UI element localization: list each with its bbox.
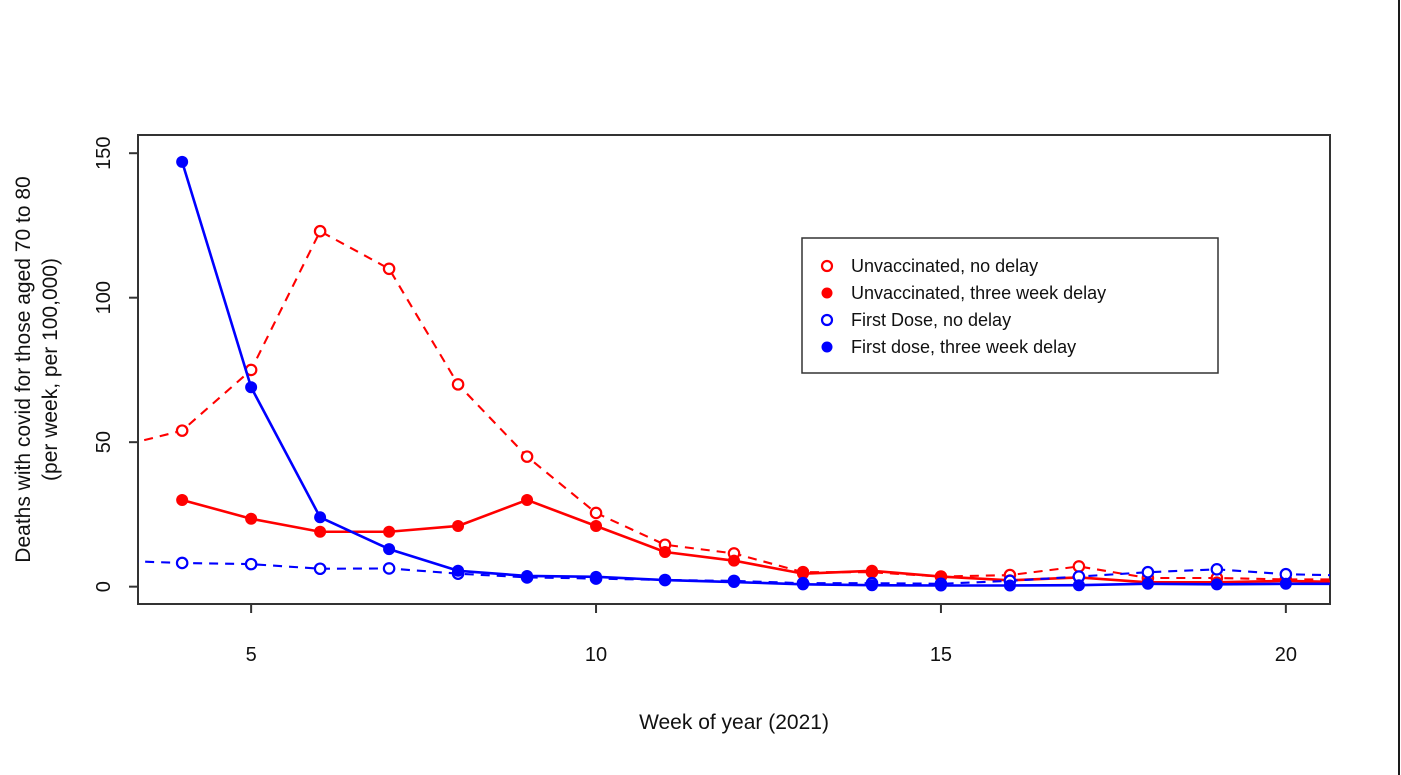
unvaccinated-no-delay-marker-icon — [820, 259, 834, 273]
data-point — [313, 224, 327, 238]
legend-label: Unvaccinated, three week delay — [851, 283, 1106, 303]
data-point — [451, 378, 465, 391]
data-point — [245, 512, 258, 525]
plot-box — [137, 134, 1331, 605]
series-line — [180, 161, 1330, 587]
legend-entry: Unvaccinated, no delay — [820, 256, 1038, 276]
data-point — [1279, 577, 1292, 590]
data-point — [1210, 578, 1223, 591]
data-point — [590, 570, 603, 583]
data-point — [796, 567, 809, 580]
data-point — [383, 543, 396, 556]
series-line — [181, 498, 1330, 584]
data-point — [175, 556, 189, 570]
first-dose-no-delay-marker-icon — [820, 313, 834, 327]
data-point — [934, 579, 947, 592]
data-point — [865, 579, 878, 592]
data-point — [244, 557, 258, 571]
data-point — [728, 554, 740, 567]
data-point — [314, 511, 327, 524]
data-point — [452, 564, 465, 577]
data-point — [796, 578, 809, 591]
y-tick-label: 150 — [93, 137, 115, 170]
series-unvaccinated-three-week-delay — [176, 493, 1361, 589]
data-point — [1349, 578, 1361, 590]
data-point — [314, 525, 327, 538]
data-point — [589, 506, 603, 520]
y-tick-label: 0 — [93, 581, 115, 592]
data-point — [452, 519, 465, 532]
data-point — [659, 574, 672, 587]
data-point — [865, 564, 878, 577]
plot-area — [108, 155, 1361, 592]
data-point — [1350, 574, 1360, 584]
data-point — [313, 562, 327, 576]
data-point — [1072, 560, 1086, 573]
window-right-border — [1398, 0, 1400, 775]
legend: Unvaccinated, no delay Unvaccinated, thre… — [801, 237, 1219, 374]
data-point — [1349, 576, 1361, 588]
data-point — [590, 519, 603, 532]
axes: 5 10 15 20 0 50 100 150 — [93, 137, 1297, 666]
data-point — [1350, 570, 1360, 580]
series-first-dose-three-week-delay — [176, 155, 1361, 592]
unvaccinated-three-week-delay-marker-icon — [821, 287, 833, 299]
data-point — [1141, 565, 1155, 579]
data-point — [176, 155, 189, 168]
legend-label: First Dose, no delay — [851, 310, 1011, 330]
data-point — [1210, 563, 1224, 576]
data-point — [521, 493, 534, 506]
data-point — [382, 562, 396, 575]
x-tick-label: 5 — [246, 644, 257, 666]
x-tick-label: 20 — [1275, 644, 1297, 666]
data-point — [108, 555, 118, 565]
y-axis-label-line2: (per week, per 100,000) — [39, 258, 62, 481]
y-axis-label-line1: Deaths with covid for those aged 70 to 8… — [12, 176, 35, 562]
legend-entry: Unvaccinated, three week delay — [821, 283, 1106, 303]
data-point — [382, 262, 396, 276]
legend-box — [801, 237, 1219, 374]
data-point — [176, 493, 189, 506]
legend-entry: First Dose, no delay — [820, 310, 1011, 330]
legend-entry: First dose, three week delay — [821, 337, 1076, 357]
data-point — [175, 424, 189, 437]
data-point — [521, 569, 534, 582]
data-point — [728, 576, 740, 589]
first-dose-three-week-delay-marker-icon — [821, 341, 833, 353]
data-point — [1141, 577, 1154, 590]
data-point — [383, 525, 396, 538]
data-point — [520, 450, 534, 463]
data-point — [1072, 579, 1085, 592]
x-tick-label: 10 — [585, 644, 607, 666]
data-point — [245, 381, 258, 394]
x-axis-label: Week of year (2021) — [639, 711, 829, 734]
y-tick-label: 50 — [93, 431, 115, 453]
y-tick-label: 100 — [93, 281, 115, 314]
legend-label: First dose, three week delay — [851, 337, 1076, 357]
legend-label: Unvaccinated, no delay — [851, 256, 1038, 276]
data-point — [1003, 579, 1016, 592]
x-tick-label: 15 — [930, 644, 952, 666]
data-point — [659, 545, 672, 558]
